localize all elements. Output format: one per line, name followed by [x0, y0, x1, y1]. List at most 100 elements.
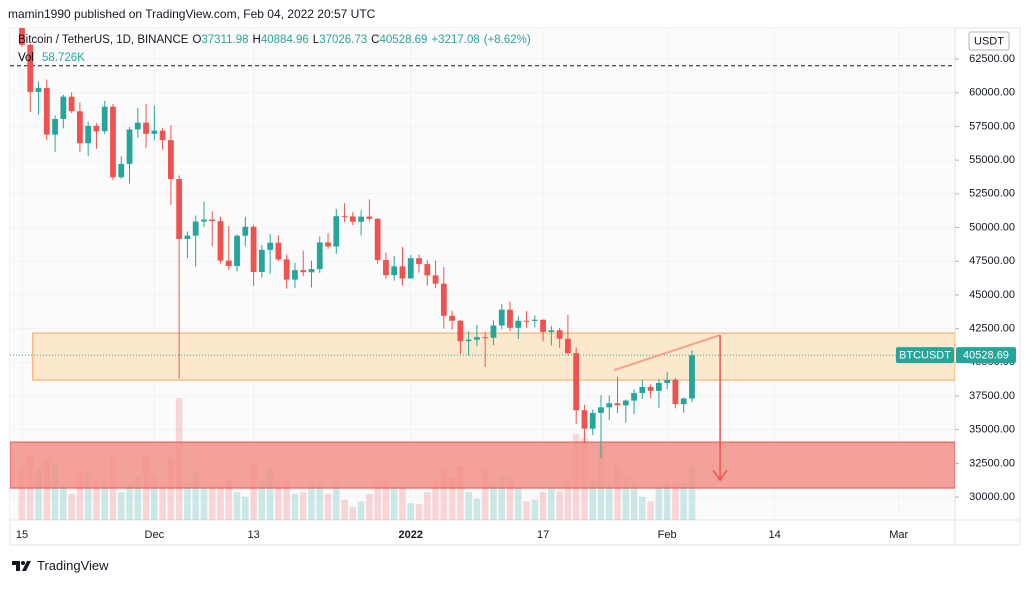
- ohlc-value: 40528.69: [379, 34, 428, 46]
- volume-value: 58.726K: [42, 52, 85, 64]
- y-tick-label: 35000.00: [969, 424, 1015, 436]
- volume-bar: [324, 493, 332, 520]
- ohlc-key: H: [252, 34, 261, 46]
- x-tick-label: 13: [247, 529, 259, 541]
- volume-bar: [415, 504, 423, 520]
- candle-body: [341, 216, 348, 218]
- candle-body: [43, 88, 50, 135]
- candle-body: [432, 275, 439, 284]
- ohlc-value: 37311.98: [201, 34, 249, 46]
- candle-body: [308, 269, 315, 273]
- volume-bar: [275, 484, 282, 520]
- plot-area: [10, 28, 955, 520]
- candle-body: [275, 242, 282, 260]
- volume-legend: Vol 58.726K: [18, 52, 85, 64]
- volume-bar: [423, 492, 431, 520]
- plot: [10, 28, 955, 520]
- candle-body: [573, 353, 580, 411]
- volume-bar: [647, 501, 654, 520]
- trend-line: [613, 334, 721, 372]
- volume-bar: [639, 496, 646, 520]
- volume-bar: [374, 482, 381, 520]
- change: +3217.08: [431, 34, 480, 46]
- candle-body: [126, 129, 133, 164]
- volume-bar: [481, 468, 489, 520]
- candle-body: [622, 400, 629, 406]
- volume-bar: [457, 465, 464, 520]
- candle-body: [440, 283, 447, 316]
- footer: TradingView: [12, 558, 109, 573]
- volume-bar: [208, 484, 216, 520]
- volume-bar: [473, 498, 481, 520]
- candle-body: [60, 96, 67, 119]
- volume-bar: [316, 482, 324, 520]
- volume-bar: [258, 480, 266, 520]
- volume-bar: [84, 471, 92, 520]
- x-tick-label: Dec: [145, 529, 165, 541]
- candle-body: [143, 122, 149, 134]
- candle-body: [424, 264, 431, 276]
- change-pct: (+8.62%): [483, 34, 531, 46]
- candle-body: [242, 226, 249, 236]
- volume-bar: [151, 475, 158, 520]
- candle-body: [383, 260, 389, 276]
- candle-body: [209, 219, 216, 222]
- symbol-box: [896, 347, 954, 364]
- candle-body: [507, 309, 513, 328]
- candle-body: [225, 260, 232, 267]
- candle-body: [474, 337, 480, 340]
- candle-body: [531, 319, 538, 321]
- volume-bar: [101, 480, 109, 520]
- volume-bar: [663, 482, 671, 520]
- candle-body: [581, 410, 588, 429]
- volume-bar: [448, 478, 456, 520]
- zone: [10, 441, 955, 489]
- volume-bar: [399, 487, 406, 520]
- candle-body: [391, 266, 398, 276]
- candle-body: [565, 338, 571, 354]
- volume-bar: [506, 478, 514, 520]
- volume-bar: [672, 482, 679, 520]
- volume-bar: [250, 464, 257, 520]
- volume-bar: [514, 488, 522, 520]
- volume-bar: [523, 501, 530, 520]
- candle-body: [639, 387, 646, 394]
- candle-body: [614, 403, 621, 406]
- x-tick-label: 17: [537, 529, 549, 541]
- volume-bar: [589, 478, 597, 520]
- volume-bar: [233, 492, 241, 520]
- ohlc-value: 40884.96: [260, 34, 309, 46]
- candle-body: [515, 320, 522, 328]
- candle-body: [490, 325, 497, 338]
- candle-body: [201, 219, 207, 222]
- volume-bar: [76, 473, 84, 520]
- candle-body: [292, 270, 298, 280]
- logo: [12, 560, 31, 571]
- symbol-title: Bitcoin / TetherUS, 1D, BINANCE: [18, 34, 189, 46]
- candle-body: [93, 125, 100, 132]
- volume-bar: [291, 493, 299, 520]
- volume-bar: [68, 493, 75, 520]
- volume-bar: [498, 475, 506, 520]
- volume-bar: [622, 478, 630, 520]
- candle-body: [449, 315, 455, 321]
- candle-body: [85, 125, 92, 144]
- volume-bar: [531, 499, 539, 520]
- axes: 30000.0032500.0035000.0037500.0040000.00…: [16, 53, 1016, 541]
- volume-bar: [18, 468, 26, 520]
- volume-bar: [225, 479, 233, 520]
- candle-body: [399, 266, 406, 279]
- candle-body: [101, 106, 108, 132]
- candle-body: [556, 330, 563, 339]
- candle-body: [176, 178, 183, 239]
- volume-bar: [341, 499, 348, 520]
- volume-bar: [490, 483, 497, 520]
- y-tick-label: 52500.00: [969, 188, 1015, 200]
- candle-body: [283, 259, 290, 280]
- volume-bar: [93, 479, 100, 520]
- candle-body: [598, 407, 604, 413]
- candle-body: [647, 387, 654, 391]
- y-tick-label: 32500.00: [969, 457, 1015, 469]
- volume-bar: [283, 480, 290, 520]
- volume-bar: [117, 492, 125, 520]
